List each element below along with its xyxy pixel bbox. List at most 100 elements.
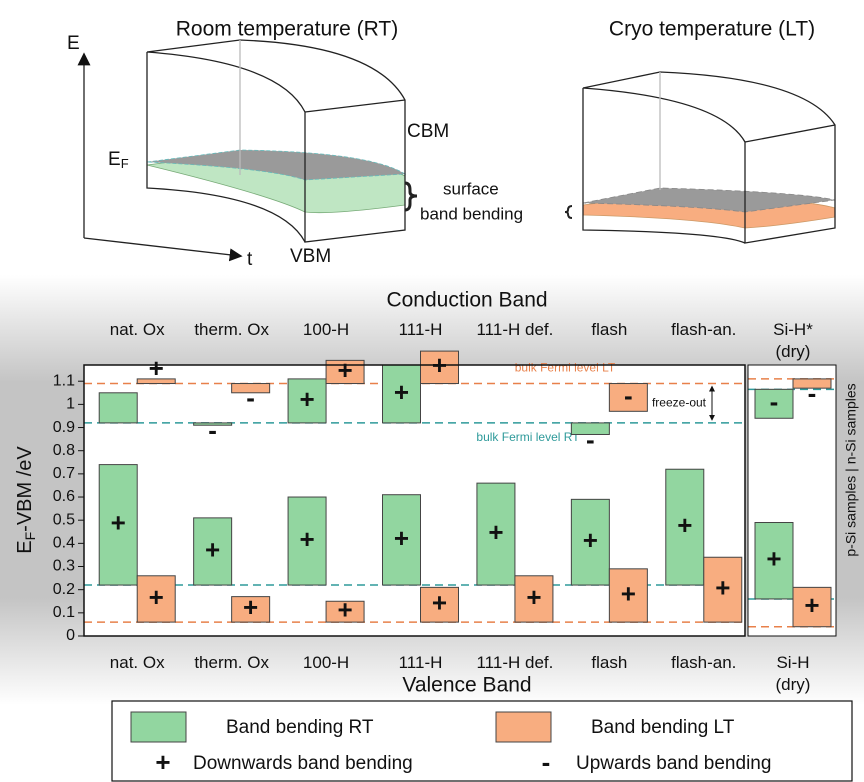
e-axis-label: E [67,33,80,54]
category-label: therm. Ox [194,653,269,672]
category-label: therm. Ox [194,320,269,339]
bar [325,359,365,385]
bar [608,383,648,412]
legend-sign: + [155,747,170,777]
legend-sign-label: Upwards band bending [576,753,771,774]
sign: - [770,387,779,417]
y-axis-title: EF-VBM /eV [14,446,37,554]
category-label: 111-H def. [476,653,554,672]
bar [476,482,516,586]
bar [382,494,421,586]
category-label: 100-H [302,320,350,339]
ef-main: E [108,149,121,170]
cbm-label: CBM [407,121,449,142]
vbm-label: VBM [290,246,331,267]
legend [111,700,853,782]
ylabel-part: E [14,540,36,553]
legend-label: Band bending RT [226,717,374,738]
sign: - [624,380,633,410]
bar [136,575,176,623]
bar [570,498,610,586]
sign: + [299,524,314,554]
bar [514,575,554,623]
box-edge [582,88,746,244]
schematic-rt [77,39,418,262]
sign: + [243,592,258,622]
reference-label: bulk Fermi level LT [515,361,616,375]
sign: + [111,508,126,538]
sign: - [586,424,595,454]
sign: + [337,355,352,385]
category-label: 100-H [302,653,350,672]
sign: + [394,523,409,553]
category-label: nat. Ox [109,653,165,672]
bar [193,517,233,586]
y-tick-label: 0.6 [53,488,75,505]
schematic-lt [564,71,836,244]
sign: + [526,582,541,612]
ef-sub: F [121,156,129,171]
bar [420,586,459,623]
category-label: 111-H [398,320,443,339]
y-tick-label: 1.1 [53,372,75,389]
sign: + [488,517,503,547]
bar [703,556,743,623]
category-label: flash [591,653,628,672]
category-label: 111-H [398,653,443,672]
bar [136,378,176,385]
legend-items: Band bending RT Band bending LT + Downwards… [130,711,771,777]
y-tick-label: 0.2 [53,581,75,598]
category-label: flash-an. [671,653,737,672]
plot-frame [83,364,746,637]
sign: + [804,590,819,620]
y-tick-label: 0 [66,627,75,644]
y-tick-label: 0.3 [53,558,75,575]
sign: + [621,578,636,608]
bar [420,350,459,385]
sign: - [808,378,817,408]
plot-frame-side [747,364,837,637]
side-label: p-Si samples | n-Si samples [843,383,859,556]
surface-label: surface [443,179,499,198]
box-edge [146,52,306,243]
legend-swatch [495,711,552,743]
bar [287,496,327,586]
y-tick-label: 1 [66,396,75,413]
y-tick-label: 0.7 [53,465,75,482]
chart: 0 0.1 0.2 0.3 0.4 0.5 0.6 0.7 0.8 0.9 1 1.1 bulk Fer… [53,350,836,644]
sign: + [677,510,692,540]
top-title: Conduction Band [386,289,547,312]
bar [570,422,610,435]
brace [404,181,418,212]
bar [665,468,705,586]
bar [792,378,832,389]
bar [754,388,794,419]
bar [98,464,138,586]
sign: - [208,415,217,445]
y-tick-label: 0.5 [53,511,75,528]
sign: + [583,525,598,555]
y-tick-label: 0.9 [53,419,75,436]
bar [608,568,648,623]
rt-title: Room temperature (RT) [176,18,399,41]
box-outline [146,39,406,243]
bar [792,586,832,628]
bar [231,383,271,394]
sign: + [149,353,164,383]
sign: + [394,377,409,407]
sign: + [766,544,781,574]
bar [382,364,421,424]
legend-sign: - [542,747,551,777]
sign: + [299,384,314,414]
y-tick-label: 0.4 [53,535,75,552]
box-edge [304,99,406,113]
ef-label: EF [108,149,129,171]
ylabel-part: -VBM /eV [14,446,36,532]
brace [564,205,573,219]
box-outline [582,71,836,244]
box-edge [744,124,836,143]
sign: + [149,582,164,612]
category-label: flash [591,320,628,339]
